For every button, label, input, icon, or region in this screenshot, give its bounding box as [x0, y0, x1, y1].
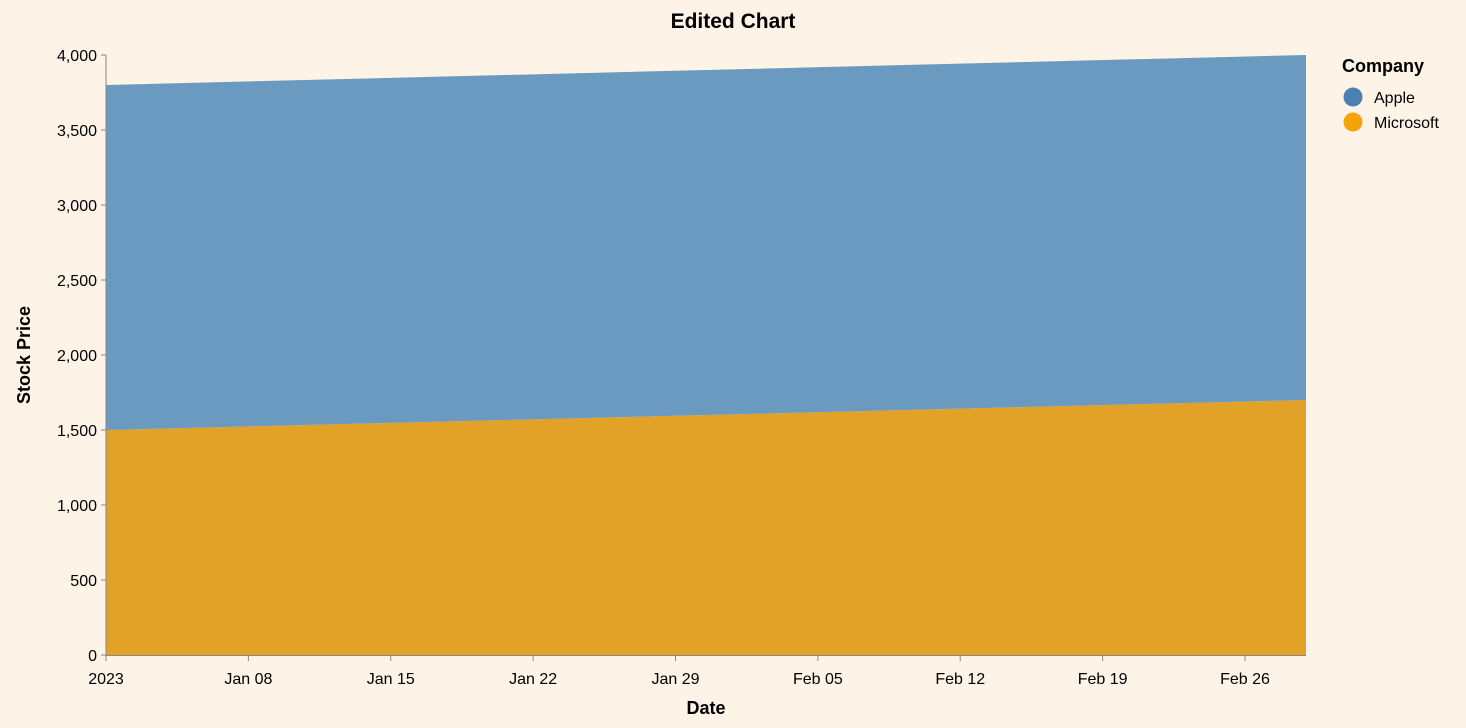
area-apple [106, 55, 1306, 430]
y-tick-label: 500 [70, 573, 97, 590]
legend-swatch-apple [1343, 87, 1363, 107]
y-tick-label: 4,000 [57, 48, 97, 65]
chart-title: Edited Chart [671, 10, 796, 33]
x-tick-label: Jan 15 [367, 671, 415, 688]
x-tick-label: Feb 19 [1078, 671, 1128, 688]
x-tick-label: 2023 [88, 671, 124, 688]
x-tick-label: Jan 29 [651, 671, 699, 688]
legend-label-microsoft: Microsoft [1374, 115, 1439, 132]
legend-swatch-microsoft [1343, 112, 1363, 132]
x-axis-title: Date [686, 698, 725, 718]
y-tick-label: 2,000 [57, 348, 97, 365]
y-tick-label: 1,500 [57, 423, 97, 440]
legend-label-apple: Apple [1374, 90, 1415, 107]
y-tick-label: 1,000 [57, 498, 97, 515]
y-axis: 0 500 1,000 1,500 2,000 2,500 3,000 3,500 4,000 [57, 48, 107, 665]
area-microsoft [106, 400, 1306, 655]
legend-title: Company [1342, 56, 1424, 76]
area-series-group [106, 55, 1306, 655]
x-tick-label: Feb 26 [1220, 671, 1270, 688]
x-tick-label: Feb 12 [935, 671, 985, 688]
x-tick-label: Jan 22 [509, 671, 557, 688]
y-tick-label: 2,500 [57, 273, 97, 290]
legend: Company Apple Microsoft [1342, 56, 1439, 132]
y-axis-title: Stock Price [14, 306, 34, 404]
x-tick-label: Jan 08 [224, 671, 272, 688]
x-axis: 2023 Jan 08 Jan 15 Jan 22 Jan 29 Feb 05 Feb 12… [88, 655, 1306, 688]
x-tick-label: Feb 05 [793, 671, 843, 688]
y-tick-label: 0 [88, 648, 97, 665]
y-tick-label: 3,500 [57, 123, 97, 140]
y-tick-label: 3,000 [57, 198, 97, 215]
